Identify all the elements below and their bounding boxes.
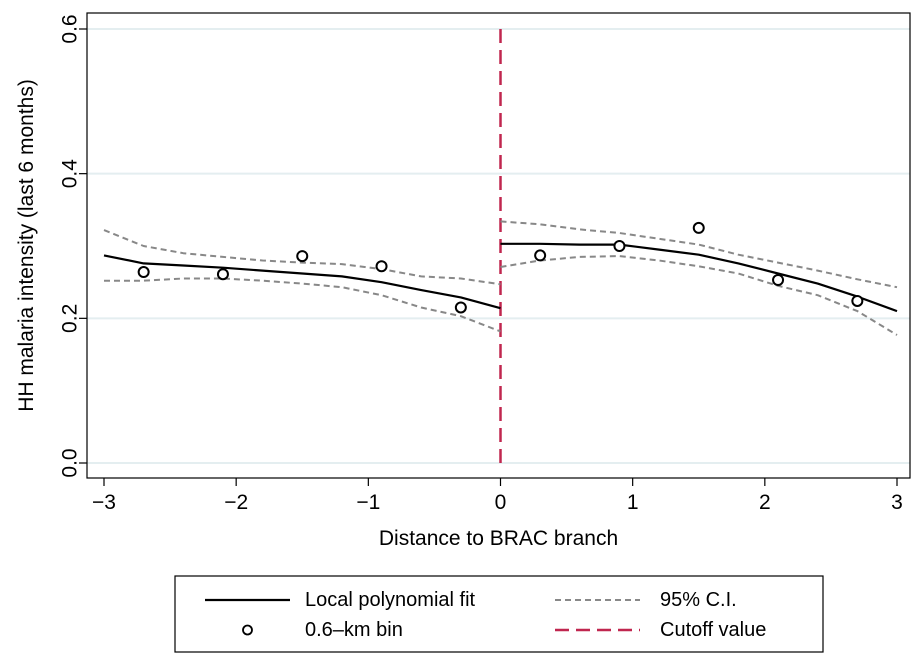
y-tick-label-2: 0.4 — [59, 159, 82, 189]
legend: Local polynomial fit 95% C.I. 0.6–km bin Cu… — [174, 575, 824, 653]
y-axis-title: HH malaria intensity (last 6 months) — [15, 79, 38, 412]
x-tick-label-0: −3 — [92, 491, 116, 514]
legend-label-cutoff-value: Cutoff value — [660, 619, 766, 641]
legend-label-local-polynomial-fit: Local polynomial fit — [305, 589, 476, 611]
axes: −3 −2 −1 0 1 2 3 0.0 0.2 0.4 0.6 — [59, 14, 903, 514]
bin-point-0 — [137, 266, 150, 279]
x-axis-title: Distance to BRAC branch — [379, 527, 618, 550]
bin-point-2 — [296, 250, 309, 263]
bin-point-1 — [216, 268, 229, 281]
legend-label-0-6-km-bin: 0.6–km bin — [305, 619, 403, 641]
95-c-i-segment-2 — [500, 220, 898, 289]
plot-area-frame — [86, 12, 911, 479]
legend-box — [174, 575, 824, 653]
x-tick-label-6: 3 — [891, 491, 903, 514]
95-c-i-segment-1 — [104, 277, 501, 333]
legend-label-95-c-i: 95% C.I. — [660, 589, 737, 611]
local-polynomial-fit-segment-1 — [500, 242, 898, 313]
plot-series — [103, 29, 898, 463]
gridlines — [87, 28, 910, 464]
local-polynomial-fit-segment-0 — [103, 254, 501, 310]
y-tick-label-0: 0.0 — [59, 448, 82, 477]
bin-point-6 — [613, 240, 626, 252]
bin-point-5 — [534, 249, 547, 262]
95-c-i-segment-0 — [103, 229, 501, 286]
legend-marker-0-6-km-bin — [242, 624, 253, 636]
y-tick-label-3: 0.6 — [59, 14, 82, 43]
bin-point-4 — [454, 301, 467, 314]
y-tick-label-1: 0.2 — [59, 304, 82, 333]
x-tick-label-4: 1 — [627, 491, 639, 514]
bin-point-9 — [851, 294, 864, 307]
bin-point-3 — [375, 260, 388, 273]
bin-point-7 — [692, 221, 705, 234]
bin-point-8 — [772, 273, 785, 286]
x-tick-label-5: 2 — [759, 491, 771, 514]
x-tick-label-1: −2 — [224, 491, 248, 514]
x-tick-label-2: −1 — [356, 491, 380, 514]
x-tick-label-3: 0 — [495, 491, 507, 514]
